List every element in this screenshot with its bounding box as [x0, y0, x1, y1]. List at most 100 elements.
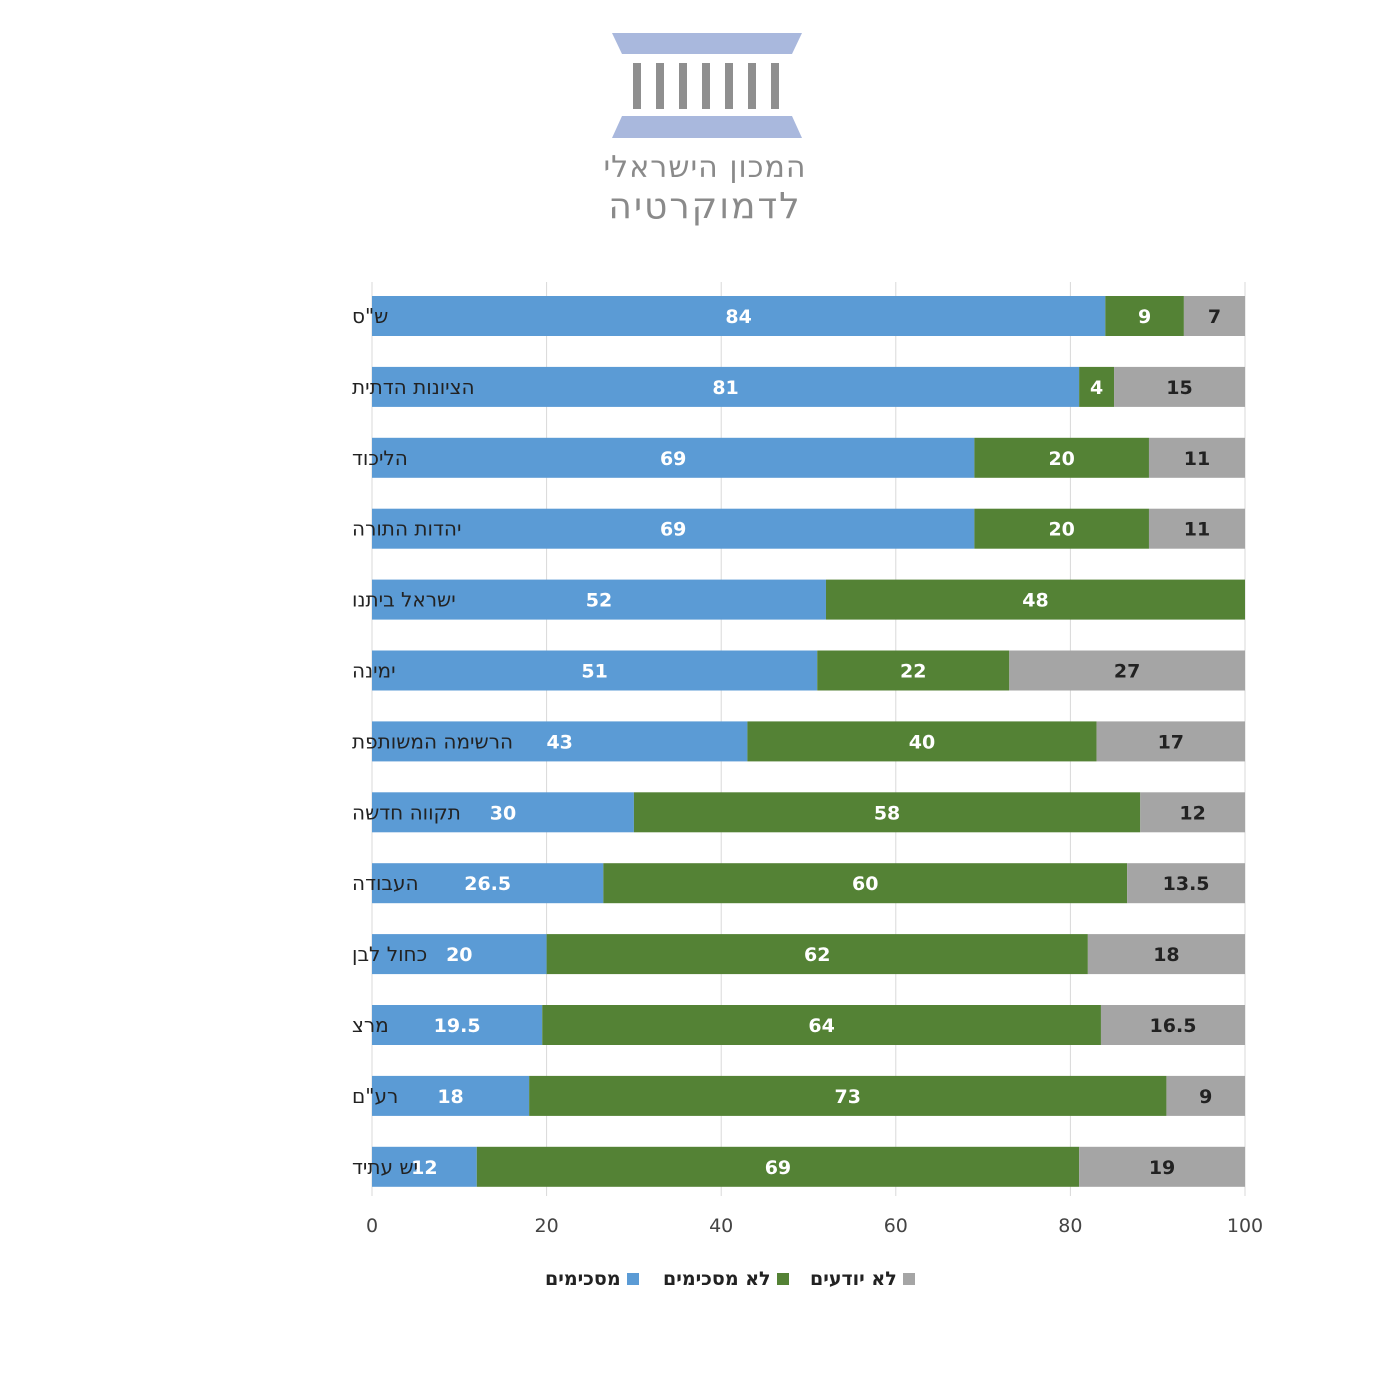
bar-segment	[1100, 1005, 1245, 1045]
logo-column	[656, 63, 664, 109]
x-tick-label: 80	[1058, 1215, 1082, 1237]
bar-segment	[372, 508, 975, 549]
bar-segment	[372, 1075, 530, 1116]
data-label: 16.5	[1150, 1015, 1197, 1037]
bar-segment	[1087, 934, 1245, 975]
data-label: 48	[1022, 590, 1048, 612]
data-label: 69	[765, 1157, 791, 1179]
logo-text-line2: לדמוקרטיה	[608, 186, 802, 227]
bar-segment	[372, 721, 748, 762]
legend-swatch-agree	[626, 1273, 639, 1285]
category-label: הרשימה המשותפת	[352, 729, 513, 753]
category-label: מרצ	[352, 1013, 389, 1037]
data-label: 30	[490, 802, 516, 824]
data-label: 22	[900, 661, 926, 683]
bar-segment	[1127, 863, 1245, 904]
legend-label-dont-know: לא יודעים	[810, 1268, 897, 1290]
bar-segment	[1079, 1146, 1245, 1187]
value-labels: 84 9 7 81 4 15 69 20 11 69 20 11 52 48 51 22 27 43 40 17 30 5…	[411, 306, 1221, 1179]
stacked-bar-chart: 84 9 7 81 4 15 69 20 11 69 20 11 52 48 51 22 27 43 40 17 30 5…	[352, 282, 1263, 1237]
data-label: 69	[660, 519, 686, 541]
data-label: 20	[446, 944, 472, 966]
bar-segment	[1105, 296, 1184, 336]
bar-segment	[529, 1075, 1167, 1116]
category-label: העבודה	[352, 871, 419, 895]
category-label: ש"ס	[352, 304, 388, 328]
data-label: 27	[1114, 661, 1140, 683]
bar-segment	[546, 934, 1088, 975]
data-label: 12	[1179, 802, 1205, 824]
bar-segment	[974, 437, 1149, 478]
data-label: 20	[1048, 448, 1074, 470]
category-label: ישראל ביתנו	[352, 588, 456, 612]
data-label: 18	[437, 1086, 463, 1108]
data-label: 7	[1208, 306, 1221, 328]
bar-segment	[372, 579, 826, 620]
data-label: 4	[1090, 377, 1103, 399]
columns-building-icon	[612, 33, 802, 138]
legend-swatch-dont-know	[902, 1273, 915, 1285]
bar-segment	[372, 366, 1080, 407]
data-label: 64	[808, 1015, 834, 1037]
logo-roof	[612, 33, 802, 54]
legend: מסכימים לא מסכימים לא יודעים	[0, 1268, 1400, 1298]
data-label: 40	[909, 731, 935, 753]
bars	[372, 296, 1245, 1187]
x-tick-label: 20	[535, 1215, 559, 1237]
data-label: 43	[546, 731, 572, 753]
category-label: יש עתיד	[352, 1155, 418, 1179]
logo-base	[612, 116, 802, 138]
bar-segment	[1096, 721, 1245, 762]
data-label: 84	[725, 306, 751, 328]
data-label: 11	[1184, 519, 1210, 541]
legend-item-disagree: לא מסכימים	[663, 1268, 789, 1290]
bar-segment	[476, 1146, 1080, 1187]
bar-segment	[372, 296, 1106, 336]
x-tick-label: 40	[709, 1215, 733, 1237]
data-label: 12	[411, 1157, 437, 1179]
data-label: 73	[835, 1086, 861, 1108]
logo-column	[633, 63, 641, 109]
data-label: 26.5	[464, 873, 511, 895]
bar-segment	[1140, 792, 1245, 833]
data-label: 19.5	[434, 1015, 481, 1037]
bar-segment	[372, 792, 634, 833]
legend-item-agree: מסכימים	[545, 1268, 639, 1290]
x-axis-tick-labels: 0 20 40 60 80 100	[366, 1215, 1263, 1237]
bar-segment	[633, 792, 1141, 833]
x-tick-label: 60	[884, 1215, 908, 1237]
data-label: 52	[586, 590, 612, 612]
data-label: 62	[804, 944, 830, 966]
category-label: כחול לבן	[352, 942, 427, 966]
category-label: ימינה	[352, 659, 396, 683]
x-tick-label: 100	[1227, 1215, 1263, 1237]
logo-column	[725, 63, 733, 109]
bar-segment	[825, 579, 1245, 620]
data-label: 18	[1153, 944, 1179, 966]
bar-segment	[1114, 366, 1245, 407]
category-label: רע"ם	[352, 1084, 398, 1108]
bar-segment	[1166, 1075, 1245, 1116]
bar-segment	[372, 1146, 477, 1187]
bar-segment	[372, 934, 547, 975]
bar-segment	[603, 863, 1128, 904]
category-label: הציונות הדתית	[352, 375, 475, 399]
category-label: יהדות התורה	[352, 517, 461, 541]
bar-segment	[1009, 650, 1245, 691]
data-label: 9	[1138, 306, 1151, 328]
category-label: תקווה חדשה	[352, 800, 461, 824]
data-label: 15	[1166, 377, 1192, 399]
data-label: 60	[852, 873, 878, 895]
data-label: 13.5	[1163, 873, 1210, 895]
bar-segment	[372, 1005, 543, 1045]
bar-segment	[372, 437, 975, 478]
data-label: 17	[1158, 731, 1184, 753]
category-labels: ש"ס הציונות הדתית הליכוד יהדות התורה ישראל ב…	[352, 304, 513, 1179]
data-label: 81	[712, 377, 738, 399]
bar-segment	[542, 1005, 1101, 1045]
data-label: 11	[1184, 448, 1210, 470]
bar-segment	[974, 508, 1149, 549]
bar-segment	[817, 650, 1010, 691]
data-label: 51	[581, 661, 607, 683]
data-label: 9	[1199, 1086, 1212, 1108]
